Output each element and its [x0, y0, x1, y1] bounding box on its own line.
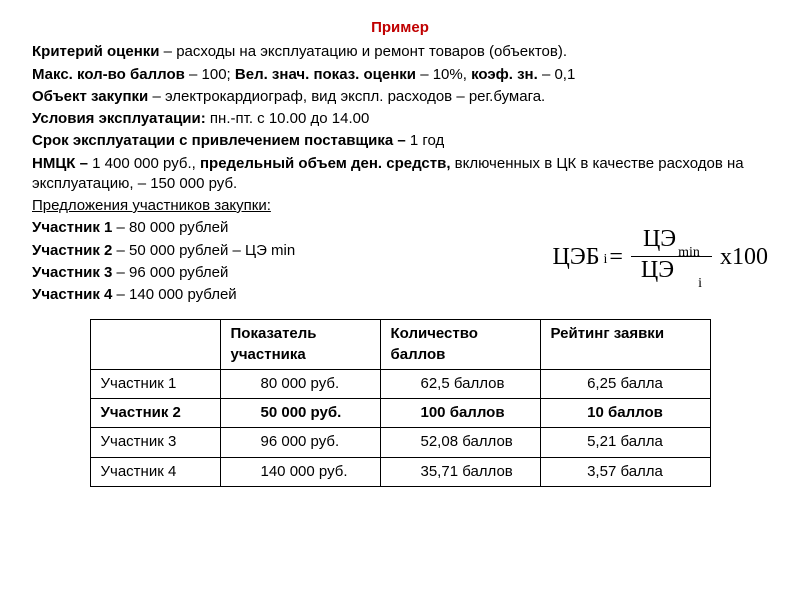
cell: 96 000 руб.: [220, 428, 380, 457]
formula-den-sub: i: [674, 276, 702, 291]
th-1: Показатель участника: [220, 320, 380, 370]
cell: 5,21 балла: [540, 428, 710, 457]
label-conditions: Условия эксплуатации:: [32, 110, 206, 127]
text-conditions: пн.-пт. с 10.00 до 14.00: [206, 110, 370, 127]
p2-val: – 50 000 рублей – ЦЭ min: [112, 242, 295, 259]
formula-eq: =: [609, 241, 623, 273]
p4-label: Участник 4: [32, 286, 112, 303]
cell: 6,25 балла: [540, 369, 710, 398]
cell: 52,08 баллов: [380, 428, 540, 457]
formula-den: ЦЭi: [631, 256, 712, 287]
formula-tail: х100: [720, 241, 768, 273]
text-nmck-val: 1 400 000 руб.,: [92, 155, 200, 172]
line-criteria: Критерий оценки – расходы на эксплуатаци…: [32, 42, 768, 62]
formula-num: ЦЭmin: [637, 226, 706, 256]
label-coef: коэф. зн.: [471, 66, 538, 83]
formula-fraction: ЦЭmin ЦЭi: [631, 226, 712, 287]
participant-4: Участник 4 – 140 000 рублей: [32, 285, 768, 305]
p3-val: – 96 000 рублей: [112, 264, 228, 281]
page-title: Пример: [32, 18, 768, 38]
formula-lhs-sub: i: [601, 251, 607, 270]
label-maxpoints: Макс. кол-во баллов: [32, 66, 185, 83]
label-object: Объект закупки: [32, 88, 148, 105]
cell: 10 баллов: [540, 399, 710, 428]
line-object: Объект закупки – электрокардиограф, вид …: [32, 87, 768, 107]
cell: 140 000 руб.: [220, 457, 380, 486]
th-0: [90, 320, 220, 370]
table-header-row: Показатель участника Количество баллов Р…: [90, 320, 710, 370]
formula-num-base: ЦЭ: [643, 226, 676, 252]
offers-title-text: Предложения участников закупки:: [32, 197, 271, 214]
text-coef: – 0,1: [538, 66, 576, 83]
table-row: Участник 1 80 000 руб. 62,5 баллов 6,25 …: [90, 369, 710, 398]
cell: 80 000 руб.: [220, 369, 380, 398]
text-duration: 1 год: [410, 132, 444, 149]
p2-label: Участник 2: [32, 242, 112, 259]
formula-den-base: ЦЭ: [641, 257, 674, 283]
line-duration: Срок эксплуатации с привлечением поставщ…: [32, 131, 768, 151]
cell: Участник 2: [90, 399, 220, 428]
th-3: Рейтинг заявки: [540, 320, 710, 370]
cell: 35,71 баллов: [380, 457, 540, 486]
text-object: – электрокардиограф, вид экспл. расходов…: [148, 88, 545, 105]
label-nmck: НМЦК –: [32, 155, 92, 172]
cell: 50 000 руб.: [220, 399, 380, 428]
table-row: Участник 4 140 000 руб. 35,71 баллов 3,5…: [90, 457, 710, 486]
cell: 100 баллов: [380, 399, 540, 428]
line-nmck: НМЦК – 1 400 000 руб., предельный объем …: [32, 154, 768, 195]
cell: Участник 1: [90, 369, 220, 398]
line-points: Макс. кол-во баллов – 100; Вел. знач. по…: [32, 65, 768, 85]
table-row: Участник 3 96 000 руб. 52,08 баллов 5,21…: [90, 428, 710, 457]
cell: Участник 3: [90, 428, 220, 457]
cell: 62,5 баллов: [380, 369, 540, 398]
label-limit: предельный объем ден. средств,: [200, 155, 451, 172]
label-weight: Вел. знач. показ. оценки: [235, 66, 416, 83]
line-conditions: Условия эксплуатации: пн.-пт. с 10.00 до…: [32, 109, 768, 129]
formula-num-sub: min: [676, 245, 700, 260]
label-duration: Срок эксплуатации с привлечением поставщ…: [32, 132, 410, 149]
table-row: Участник 2 50 000 руб. 100 баллов 10 бал…: [90, 399, 710, 428]
text-maxpoints: – 100;: [185, 66, 235, 83]
label-criteria: Критерий оценки: [32, 43, 160, 60]
cell: Участник 4: [90, 457, 220, 486]
text-weight: – 10%,: [416, 66, 471, 83]
formula-lhs: ЦЭБ: [553, 241, 600, 273]
text-criteria: – расходы на эксплуатацию и ремонт товар…: [160, 43, 568, 60]
p1-val: – 80 000 рублей: [112, 219, 228, 236]
results-table: Показатель участника Количество баллов Р…: [90, 319, 711, 487]
p4-val: – 140 000 рублей: [112, 286, 236, 303]
p3-label: Участник 3: [32, 264, 112, 281]
p1-label: Участник 1: [32, 219, 112, 236]
formula: ЦЭБi = ЦЭmin ЦЭi х100: [553, 226, 768, 287]
cell: 3,57 балла: [540, 457, 710, 486]
th-2: Количество баллов: [380, 320, 540, 370]
offers-title: Предложения участников закупки:: [32, 196, 768, 216]
